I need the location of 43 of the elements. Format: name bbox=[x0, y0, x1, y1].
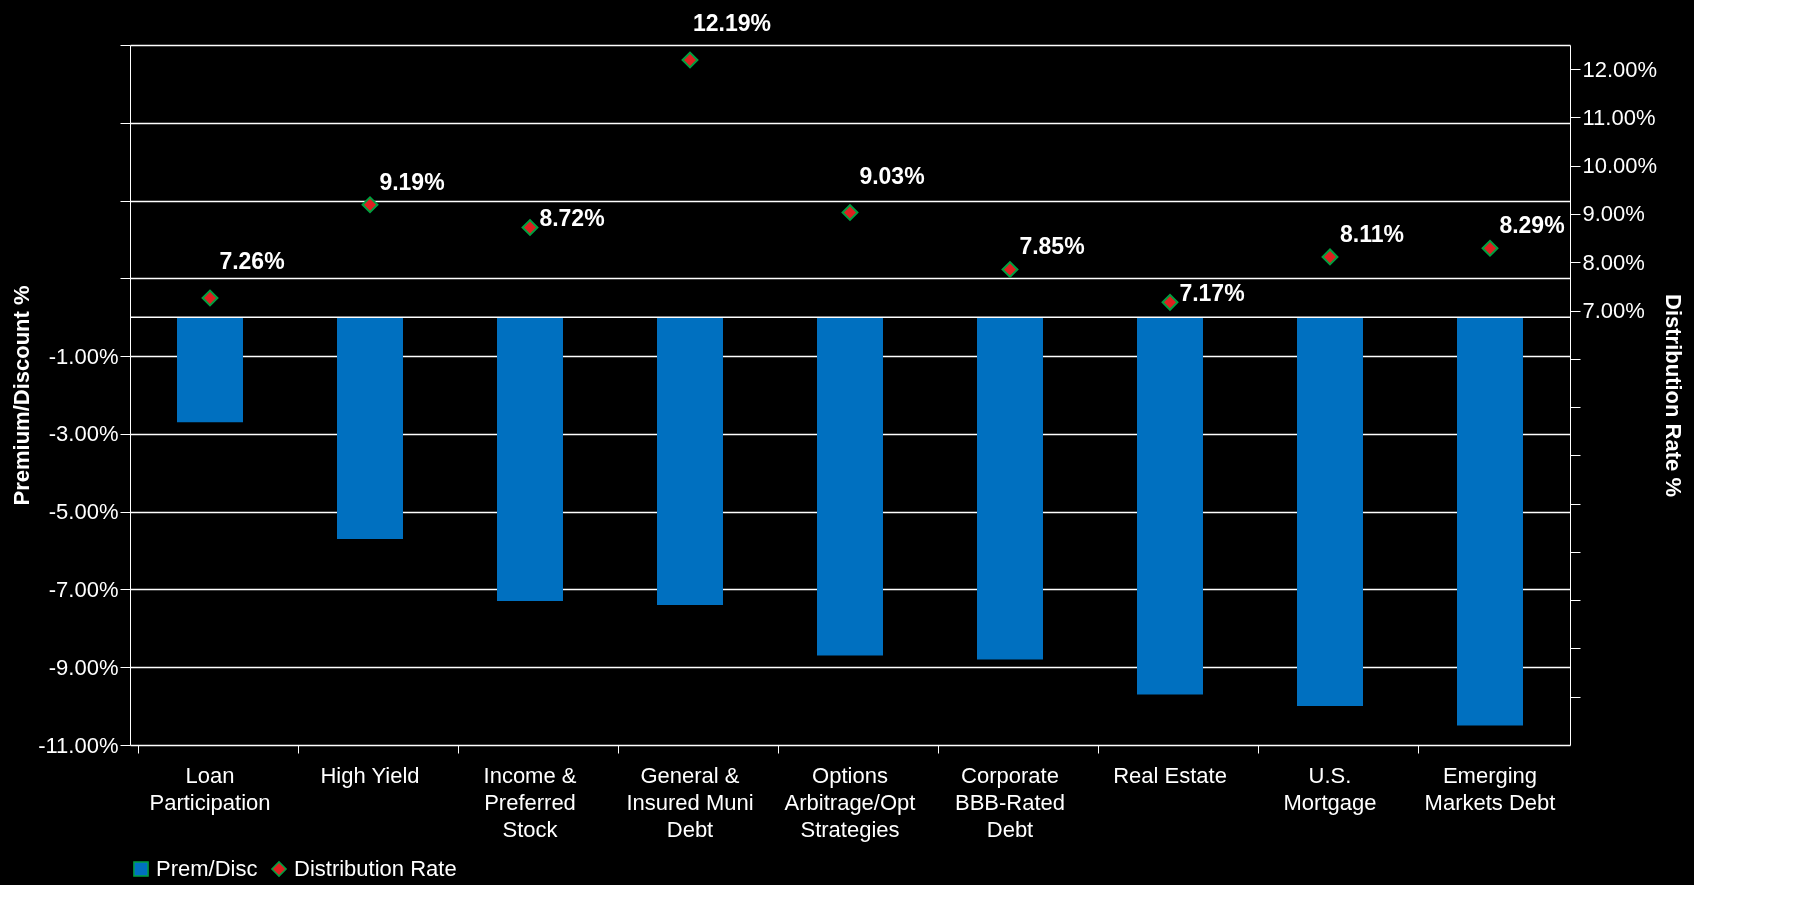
point bbox=[841, 204, 859, 221]
y2-tick-label: 7.00% bbox=[1582, 298, 1645, 324]
x-tick-label: Loan Participation bbox=[149, 762, 271, 815]
y-tick-label: -9.00% bbox=[48, 654, 119, 680]
legend-label: Distribution Rate bbox=[294, 856, 457, 881]
data-label: 8.72% bbox=[539, 205, 605, 232]
x-tick-label: High Yield bbox=[320, 762, 420, 788]
y-tick-label: -7.00% bbox=[48, 576, 119, 602]
y2-axis-title: Distribution Rate % bbox=[1661, 294, 1687, 497]
x-tick-label: Income & Preferred Stock bbox=[483, 762, 577, 842]
data-label: 9.19% bbox=[379, 168, 445, 195]
point bbox=[1321, 248, 1339, 266]
y-tick-label: -5.00% bbox=[48, 499, 119, 525]
point bbox=[521, 219, 539, 236]
x-tick-label: General & Insured Muni Debt bbox=[626, 762, 754, 842]
data-label: 7.26% bbox=[219, 247, 285, 274]
y-tick-label: -3.00% bbox=[48, 421, 119, 447]
point bbox=[1001, 261, 1019, 278]
y-tick-label: -11.00% bbox=[38, 732, 119, 758]
legend-label: Prem/Disc bbox=[156, 856, 258, 881]
y-axis-title: Premium/Discount % bbox=[9, 285, 35, 506]
y2-tick-label: 9.00% bbox=[1582, 201, 1645, 227]
point bbox=[361, 196, 379, 214]
x-tick-label: U.S. Mortgage bbox=[1283, 762, 1377, 815]
x-tick-label: Options Arbitrage/Opt Strategies bbox=[784, 762, 916, 842]
x-tick-label: Real Estate bbox=[1113, 762, 1227, 788]
point bbox=[1481, 239, 1499, 257]
y-tick-label: -1.00% bbox=[48, 343, 119, 369]
data-label: 7.85% bbox=[1019, 233, 1085, 260]
y2-tick-label: 10.00% bbox=[1582, 153, 1658, 179]
data-label: 8.29% bbox=[1499, 212, 1565, 239]
x-tick-label: Emerging Markets Debt bbox=[1424, 762, 1556, 815]
point bbox=[1161, 293, 1179, 311]
data-label: 9.03% bbox=[859, 162, 925, 189]
y2-tick-label: 12.00% bbox=[1582, 56, 1658, 82]
data-label: 8.11% bbox=[1340, 220, 1404, 247]
y2-tick-label: 8.00% bbox=[1582, 249, 1645, 275]
point bbox=[681, 51, 699, 69]
x-tick-label: Corporate BBB-Rated Debt bbox=[954, 762, 1066, 842]
data-label: 7.17% bbox=[1179, 280, 1245, 307]
y2-tick-label: 11.00% bbox=[1582, 104, 1656, 130]
data-label: 12.19% bbox=[692, 9, 772, 36]
point bbox=[201, 289, 219, 307]
